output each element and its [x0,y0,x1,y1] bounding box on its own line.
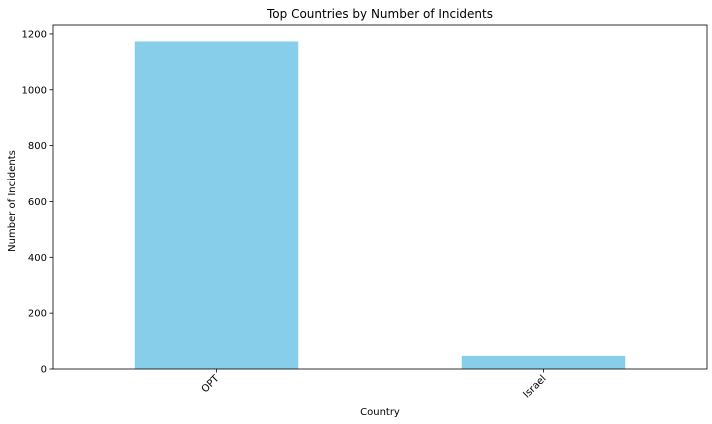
bar-opt [134,41,299,369]
y-axis-ticks: 0 200 400 600 800 1000 1200 [22,29,53,376]
y-tick-label: 800 [28,141,47,152]
plot-frame [52,24,708,370]
y-tick-label: 400 [28,253,47,264]
y-tick-label: 600 [28,197,47,208]
y-tick-label: 1000 [22,85,47,96]
chart-title: Top Countries by Number of Incidents [266,7,493,21]
bars [134,41,626,369]
y-axis-title: Number of Incidents [7,150,18,252]
x-tick-label: OPT [200,373,223,396]
y-tick-label: 0 [41,365,47,376]
x-axis-ticks: OPT Israel [200,369,549,400]
y-tick-label: 200 [28,309,47,320]
x-axis-title: Country [360,407,400,418]
x-tick-label: Israel [522,373,549,400]
bar-israel [461,355,626,369]
y-tick-label: 1200 [22,29,47,40]
